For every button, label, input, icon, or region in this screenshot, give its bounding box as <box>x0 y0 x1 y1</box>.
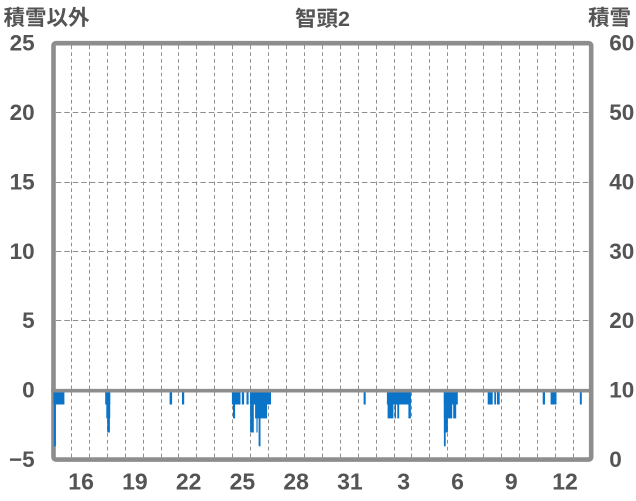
svg-text:22: 22 <box>176 468 202 494</box>
svg-text:−5: −5 <box>9 447 35 472</box>
svg-text:28: 28 <box>283 468 309 494</box>
svg-text:6: 6 <box>451 468 464 494</box>
svg-text:60: 60 <box>609 31 634 56</box>
svg-text:0: 0 <box>609 447 622 472</box>
svg-text:31: 31 <box>337 468 363 494</box>
svg-text:50: 50 <box>609 100 634 125</box>
svg-text:2: 2 <box>338 7 350 31</box>
svg-text:10: 10 <box>10 239 35 264</box>
svg-text:5: 5 <box>22 308 35 333</box>
svg-text:3: 3 <box>397 468 410 494</box>
svg-text:10: 10 <box>609 378 634 403</box>
svg-text:25: 25 <box>230 468 256 494</box>
svg-text:40: 40 <box>609 169 634 194</box>
svg-text:19: 19 <box>122 468 148 494</box>
svg-text:0: 0 <box>22 378 35 403</box>
svg-text:30: 30 <box>609 239 634 264</box>
svg-text:15: 15 <box>10 169 35 194</box>
svg-text:16: 16 <box>68 468 94 494</box>
svg-text:25: 25 <box>10 31 35 56</box>
svg-text:20: 20 <box>609 308 634 333</box>
svg-text:12: 12 <box>552 468 578 494</box>
svg-text:9: 9 <box>505 468 518 494</box>
svg-text:20: 20 <box>10 100 35 125</box>
